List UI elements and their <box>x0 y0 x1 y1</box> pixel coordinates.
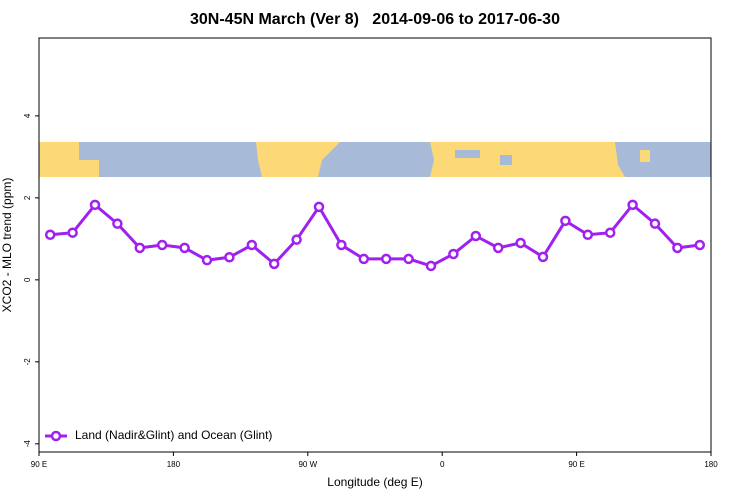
data-point <box>268 258 280 270</box>
y-tick-label: -4 <box>23 440 32 448</box>
x-tick-label: 180 <box>167 460 181 469</box>
data-point <box>112 218 123 229</box>
data-point <box>336 239 347 251</box>
x-tick-label: 90 W <box>298 460 317 469</box>
data-point <box>156 239 168 251</box>
data-point <box>67 227 78 238</box>
x-tick-label: 0 <box>440 460 445 469</box>
map-strip <box>39 142 711 177</box>
x-tick-label: 180 <box>704 460 718 469</box>
data-point <box>515 237 526 249</box>
series-line <box>50 202 700 268</box>
data-point <box>403 253 414 265</box>
data-point <box>694 239 706 251</box>
data-point <box>224 252 235 263</box>
y-tick-label: -2 <box>23 358 32 366</box>
y-tick-label: 4 <box>23 113 32 118</box>
data-point <box>537 251 549 263</box>
data-point <box>89 199 101 211</box>
x-tick-label: 90 E <box>31 460 47 469</box>
y-tick-label: 0 <box>23 277 32 282</box>
data-point <box>672 242 683 254</box>
data-point <box>201 254 213 266</box>
chart-title: 30N-45N March (Ver 8) 2014-09-06 to 2017… <box>190 11 560 28</box>
data-point <box>649 218 661 229</box>
data-point <box>44 229 56 241</box>
plot-frame <box>38 37 712 453</box>
legend-label: Land (Nadir&Glint) and Ocean (Glint) <box>75 428 272 442</box>
data-point <box>470 230 482 242</box>
legend-marker <box>50 430 62 442</box>
data-point <box>582 229 594 241</box>
data-point <box>492 242 504 254</box>
x-tick-label: 90 E <box>568 460 584 469</box>
data-point <box>246 239 258 251</box>
data-point <box>291 234 302 245</box>
data-point <box>380 253 392 265</box>
data-point <box>358 253 370 265</box>
data-point <box>134 242 146 254</box>
data-point <box>627 199 638 211</box>
x-axis-label: Longitude (deg E) <box>327 475 422 489</box>
y-axis-label: XCO2 - MLO trend (ppm) <box>0 178 14 313</box>
data-point <box>313 201 325 213</box>
data-point <box>425 260 437 272</box>
data-point <box>448 248 459 260</box>
data-point <box>560 215 571 227</box>
data-point <box>179 242 190 254</box>
y-tick-label: 2 <box>23 195 32 200</box>
data-point <box>604 227 616 238</box>
